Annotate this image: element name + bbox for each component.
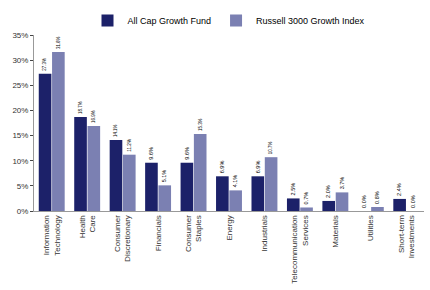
svg-text:Materials: Materials [331,215,340,247]
svg-text:Industrials: Industrials [260,215,269,251]
svg-text:Financials: Financials [154,215,163,251]
svg-text:6.9%: 6.9% [219,161,225,174]
svg-text:0.7%: 0.7% [303,192,309,205]
svg-text:Energy: Energy [225,215,234,240]
svg-text:Short-termInvestments: Short-termInvestments [397,215,416,258]
svg-text:9.6%: 9.6% [148,147,154,160]
svg-text:18.7%: 18.7% [78,101,83,114]
svg-text:6.9%: 6.9% [255,161,261,174]
svg-text:Russell 3000 Growth Index: Russell 3000 Growth Index [256,16,365,26]
svg-text:31.6%: 31.6% [56,36,61,49]
svg-text:InformationTechnology: InformationTechnology [42,215,61,255]
svg-text:0%: 0% [17,207,29,216]
svg-text:0.0%: 0.0% [410,195,416,208]
svg-text:2.4%: 2.4% [396,183,402,196]
svg-text:27.3%: 27.3% [42,58,47,71]
svg-text:3.7%: 3.7% [339,177,345,190]
svg-text:30%: 30% [12,56,28,65]
svg-text:All Cap Growth Fund: All Cap Growth Fund [128,16,212,26]
svg-text:4.1%: 4.1% [232,175,238,188]
svg-text:15.3%: 15.3% [198,118,203,131]
svg-text:35%: 35% [12,31,28,40]
svg-text:11.2%: 11.2% [127,139,132,152]
svg-text:14.1%: 14.1% [113,124,118,137]
svg-text:0.8%: 0.8% [374,191,380,204]
svg-text:15%: 15% [12,131,28,140]
svg-text:5%: 5% [17,182,29,191]
svg-text:20%: 20% [12,106,28,115]
svg-text:ConsumerDiscretionary: ConsumerDiscretionary [113,215,132,262]
svg-text:2.5%: 2.5% [290,183,296,196]
svg-text:25%: 25% [12,81,28,90]
svg-text:HealthCare: HealthCare [78,215,97,239]
svg-text:10%: 10% [12,157,28,166]
svg-text:9.6%: 9.6% [184,147,190,160]
svg-text:Utilities: Utilities [366,215,375,241]
svg-text:16.9%: 16.9% [91,110,96,123]
svg-text:2.0%: 2.0% [325,185,331,198]
svg-text:0.0%: 0.0% [361,195,367,208]
svg-text:10.7%: 10.7% [268,142,273,155]
svg-text:TelecommunicationServices: TelecommunicationServices [290,215,309,283]
svg-text:ConsumerStaples: ConsumerStaples [184,215,203,252]
svg-text:5.1%: 5.1% [161,170,167,183]
